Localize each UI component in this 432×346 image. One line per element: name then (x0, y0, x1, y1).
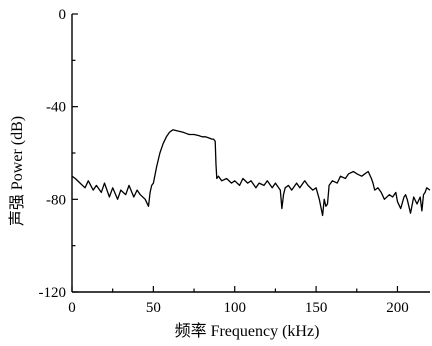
y-tick-label: -80 (46, 192, 66, 208)
x-tick-label: 100 (223, 300, 246, 316)
x-ticks: 0 50 100 150 200 (68, 286, 409, 316)
x-axis-title: 频率 Frequency (kHz) (175, 322, 320, 340)
x-tick-label: 0 (68, 300, 76, 316)
series-group (71, 129, 431, 217)
y-tick-label: -120 (39, 285, 67, 301)
series-line (71, 129, 431, 217)
y-tick-label: 0 (59, 7, 67, 23)
plot-area: 0 -40 -80 -120 0 50 100 150 200 (39, 7, 431, 316)
x-tick-label: 50 (146, 300, 161, 316)
y-axis-title: 声强 Power (dB) (8, 116, 26, 226)
x-tick-label: 150 (305, 300, 328, 316)
x-tick-label: 200 (386, 300, 409, 316)
y-tick-label: -40 (46, 100, 66, 116)
y-ticks: 0 -40 -80 -120 (39, 7, 78, 301)
